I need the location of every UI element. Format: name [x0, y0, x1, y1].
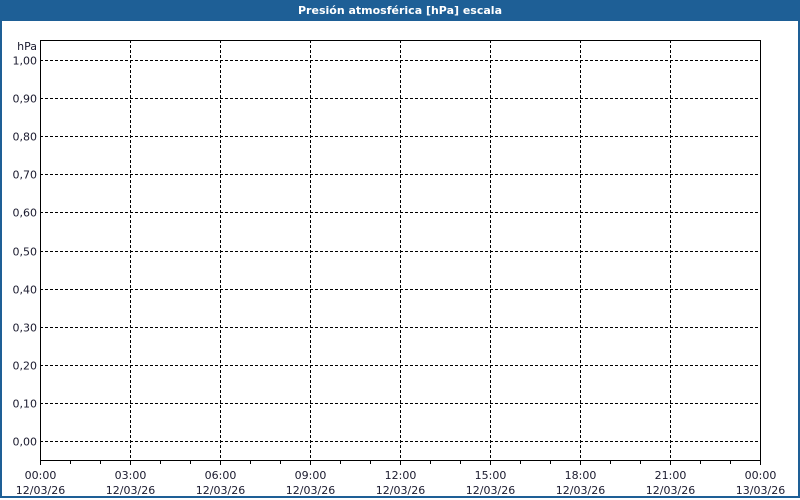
- x-tick-time: 15:00: [475, 469, 507, 482]
- x-tick-date: 12/03/26: [646, 484, 695, 497]
- x-tick-time: 09:00: [295, 469, 327, 482]
- y-tick-label: 0,20: [13, 360, 38, 373]
- y-tick-label: 0,80: [13, 131, 38, 144]
- y-tick-label: 0,30: [13, 322, 38, 335]
- plot-border: [40, 40, 761, 461]
- y-axis-label: hPa: [17, 40, 37, 53]
- x-tick-date: 12/03/26: [466, 484, 515, 497]
- x-tick-date: 12/03/26: [286, 484, 335, 497]
- y-tick-label: 0,00: [13, 436, 38, 449]
- y-tick-label: 1,00: [13, 55, 38, 68]
- x-tick-date: 12/03/26: [556, 484, 605, 497]
- x-tick-time: 12:00: [385, 469, 417, 482]
- x-tick-date: 12/03/26: [16, 484, 65, 497]
- y-tick-label: 0,50: [13, 246, 38, 259]
- y-tick-label: 0,60: [13, 207, 38, 220]
- x-tick-time: 21:00: [655, 469, 687, 482]
- x-tick-time: 03:00: [115, 469, 147, 482]
- x-tick-time: 00:00: [745, 469, 777, 482]
- x-tick-time: 00:00: [25, 469, 57, 482]
- x-tick-time: 18:00: [565, 469, 597, 482]
- y-tick-label: 0,70: [13, 169, 38, 182]
- y-tick-label: 0,10: [13, 398, 38, 411]
- x-tick-date: 12/03/26: [106, 484, 155, 497]
- chart-title: Presión atmosférica [hPa] escala: [0, 0, 800, 21]
- x-tick-date: 12/03/26: [376, 484, 425, 497]
- y-tick-label: 0,90: [13, 93, 38, 106]
- x-tick-time: 06:00: [205, 469, 237, 482]
- x-tick-date: 12/03/26: [196, 484, 245, 497]
- x-tick-date: 13/03/26: [736, 484, 785, 497]
- y-tick-label: 0,40: [13, 284, 38, 297]
